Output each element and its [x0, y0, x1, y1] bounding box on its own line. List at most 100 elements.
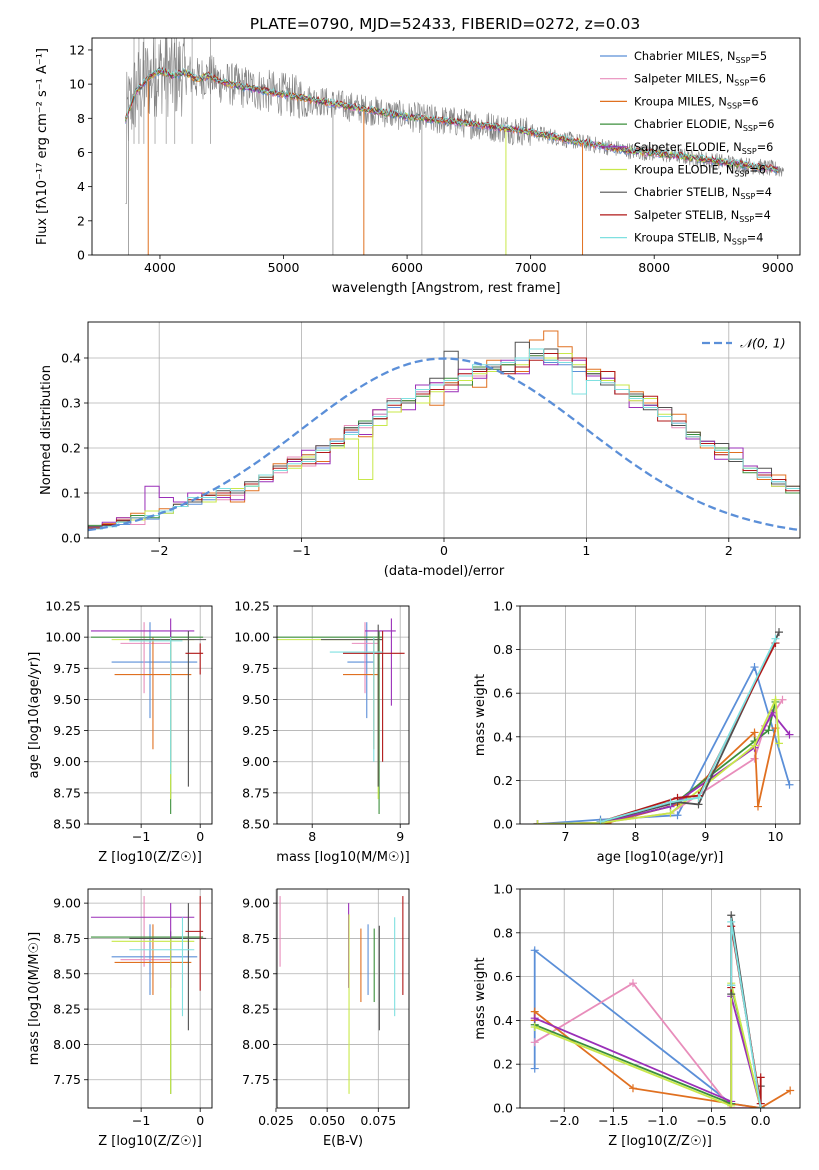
x-tick-label: −1	[132, 1113, 150, 1128]
legend-label: Chabrier ELODIE, NSSP=6	[634, 118, 774, 133]
y-tick-label: 0.3	[61, 396, 81, 411]
y-tick-label: 8	[77, 111, 85, 126]
errorbar-point	[90, 903, 195, 988]
age_vs_Z-plot-area	[90, 618, 207, 815]
x-axis-label: Z [log10(Z/Z☉)]	[98, 1134, 202, 1149]
y-tick-label: 10.25	[45, 599, 81, 614]
spectrum-legend: Chabrier MILES, NSSP=5 Salpeter MILES, NS…	[600, 50, 774, 247]
y-tick-label: 4	[77, 179, 85, 194]
series-marker	[764, 726, 773, 735]
x-axis-label: wavelength [Angstrom, rest frame]	[332, 281, 561, 296]
legend-label: Chabrier MILES, NSSP=5	[634, 50, 767, 65]
errorbar-point	[329, 637, 383, 762]
y-tick-label: 8.25	[242, 1002, 270, 1017]
series-line	[600, 631, 780, 823]
axes-frame	[519, 888, 801, 1109]
errorbar-point	[129, 917, 195, 1017]
series-marker	[533, 820, 542, 824]
y-tick-label: 9.75	[53, 661, 81, 676]
y-tick-label: 0.4	[493, 1013, 513, 1028]
x-tick-label: 7000	[515, 260, 547, 275]
y-tick-label: 8.00	[242, 1037, 270, 1052]
model-fit-line	[125, 67, 779, 172]
x-tick-label: −2.0	[549, 1113, 579, 1128]
x-tick-label: 0.025	[258, 1113, 294, 1128]
massweight_vs_age-panel: 7 8 9 10 0.0 0.2 0.4 0.6 0.8 1.0 age [log10(age/yr…	[473, 599, 801, 865]
y-tick-label: 9.00	[53, 896, 81, 911]
series-marker	[750, 728, 759, 737]
series-marker	[778, 695, 787, 704]
spectrum-panel: 4000 5000 6000 7000 8000 9000 0 2 4 6 8 10 12 wavelen…	[35, 37, 801, 296]
y-tick-label: 8.50	[242, 966, 270, 981]
mass-weight-series	[530, 979, 765, 1108]
series-marker	[785, 780, 794, 789]
errorbar-point	[129, 637, 183, 775]
legend-label: Kroupa ELODIE, NSSP=6	[634, 164, 766, 179]
errorbar-point	[277, 630, 383, 815]
y-axis-label: age [log10(age/yr)]	[27, 652, 42, 779]
x-tick-label: 0.075	[360, 1113, 396, 1128]
series-marker	[756, 1073, 765, 1082]
histogram-series	[88, 341, 800, 538]
x-axis-label: mass [log10(M/M☉)]	[276, 850, 409, 865]
y-tick-label: 0.8	[493, 925, 513, 940]
y-tick-label: 0.4	[61, 351, 81, 366]
y-tick-label: 0.4	[493, 729, 513, 744]
y-tick-label: 0.6	[493, 686, 513, 701]
errorbar-point	[365, 618, 396, 706]
x-axis-label: E(B-V)	[323, 1134, 363, 1149]
y-tick-label: 0.8	[493, 642, 513, 657]
legend-label: Salpeter ELODIE, NSSP=6	[634, 141, 773, 156]
y-tick-label: 8.75	[53, 931, 81, 946]
histogram-series	[88, 348, 800, 538]
y-tick-label: 0.2	[493, 773, 513, 788]
x-tick-label: 0.050	[309, 1113, 345, 1128]
histogram-series	[88, 353, 800, 538]
errorbar-point	[111, 622, 198, 719]
axes-frame	[87, 605, 213, 825]
y-tick-label: 0.1	[61, 486, 81, 501]
x-tick-label: 5000	[268, 260, 300, 275]
y-tick-label: 8.25	[53, 1002, 81, 1017]
massweight_vs_Z-panel: −2.0 −1.5 −1.0 −0.5 0.0 0.0 0.2 0.4 0.6 0.8 1.0 Z […	[473, 882, 801, 1149]
y-tick-label: 6	[77, 145, 85, 160]
mass_vs_ebv-plot-area	[279, 896, 404, 1094]
x-tick-label: −1.0	[647, 1113, 677, 1128]
errorbar-point	[129, 630, 207, 787]
y-tick-label: 9.50	[53, 692, 81, 707]
y-tick-label: 9.25	[53, 723, 81, 738]
y-tick-label: 0.0	[493, 1101, 513, 1116]
mass-weight-series	[533, 697, 780, 824]
normal-curve	[88, 357, 800, 532]
y-tick-label: 9.25	[242, 723, 270, 738]
x-tick-label: 10	[768, 829, 784, 844]
errorbar-point	[120, 622, 171, 694]
y-tick-label: 9.00	[53, 754, 81, 769]
y-tick-label: 0.2	[61, 441, 81, 456]
series-marker	[694, 793, 703, 802]
y-axis-label: Flux [fλ10⁻¹⁷ erg cm⁻² s⁻¹ A⁻¹]	[35, 48, 50, 245]
y-tick-label: 7.75	[242, 1072, 270, 1087]
x-axis-label: (data-model)/error	[384, 564, 505, 579]
y-axis-label: mass weight	[473, 674, 488, 756]
mass-weight-series	[530, 979, 765, 1108]
x-tick-label: 8	[308, 829, 316, 844]
errorbar-point	[185, 643, 204, 675]
mass_vs_Z-plot-area	[90, 896, 207, 1094]
y-tick-label: 0.6	[493, 969, 513, 984]
series-marker	[727, 917, 736, 926]
errorbar-point	[114, 924, 192, 995]
x-tick-label: 9	[396, 829, 404, 844]
series-line	[537, 696, 780, 824]
series-marker	[750, 741, 759, 750]
mass_vs_ebv-panel: 0.025 0.050 0.075 7.75 8.00 8.25 8.50 8.75 9.00 E…	[242, 888, 410, 1149]
residuals-panel: −2 −1 0 1 2 0.0 0.1 0.2 0.3 0.4 (data-model)/error…	[39, 321, 801, 579]
x-tick-label: 9	[702, 829, 710, 844]
series-marker	[530, 1014, 539, 1023]
residuals-plot-area	[88, 330, 800, 538]
y-tick-label: 9.00	[242, 754, 270, 769]
y-tick-label: 0.2	[493, 1057, 513, 1072]
mass-weight-series	[533, 724, 780, 824]
series-marker	[775, 739, 783, 748]
